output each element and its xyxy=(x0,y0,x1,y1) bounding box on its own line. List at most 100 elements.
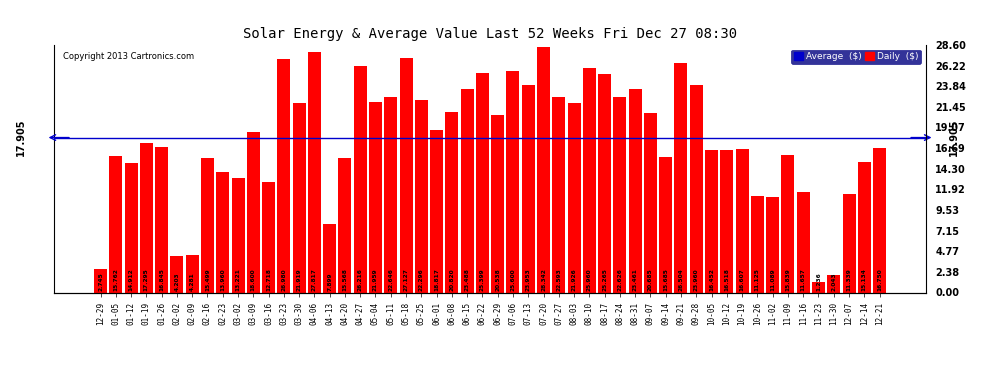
Text: 15.568: 15.568 xyxy=(343,268,347,291)
Text: 7.899: 7.899 xyxy=(327,273,333,291)
Text: 2.043: 2.043 xyxy=(832,273,837,291)
Bar xyxy=(446,112,458,292)
Text: 21.919: 21.919 xyxy=(297,269,302,291)
Text: 25.265: 25.265 xyxy=(602,268,607,291)
Bar xyxy=(644,114,657,292)
Bar xyxy=(537,47,550,292)
Text: 14.912: 14.912 xyxy=(129,269,134,291)
Bar xyxy=(232,178,245,292)
Bar xyxy=(721,150,734,292)
Bar xyxy=(598,74,611,292)
Text: 16.750: 16.750 xyxy=(877,269,882,291)
Title: Solar Energy & Average Value Last 52 Weeks Fri Dec 27 08:30: Solar Energy & Average Value Last 52 Wee… xyxy=(243,27,738,41)
Bar xyxy=(659,157,672,292)
Bar xyxy=(339,158,351,292)
Bar xyxy=(507,71,520,292)
Text: 1.236: 1.236 xyxy=(816,273,821,291)
Text: 20.685: 20.685 xyxy=(647,269,653,291)
Bar xyxy=(812,282,825,292)
Bar xyxy=(522,85,535,292)
Text: 11.125: 11.125 xyxy=(754,268,760,291)
Bar xyxy=(155,147,168,292)
Text: 25.399: 25.399 xyxy=(480,269,485,291)
Bar xyxy=(262,183,275,292)
Text: 22.646: 22.646 xyxy=(388,268,393,291)
Text: 11.089: 11.089 xyxy=(770,269,775,291)
Text: 22.626: 22.626 xyxy=(618,268,623,291)
Text: 20.820: 20.820 xyxy=(449,269,454,291)
Bar xyxy=(308,52,321,292)
Bar xyxy=(674,63,687,292)
Bar xyxy=(293,103,306,292)
Text: 11.339: 11.339 xyxy=(846,269,851,291)
Text: 2.745: 2.745 xyxy=(98,273,103,291)
Bar xyxy=(828,275,841,292)
Bar xyxy=(552,97,565,292)
Bar xyxy=(614,97,627,292)
Text: 26.980: 26.980 xyxy=(281,269,286,291)
Text: 25.600: 25.600 xyxy=(511,269,516,291)
Text: 17.905: 17.905 xyxy=(17,119,27,156)
Text: 13.960: 13.960 xyxy=(220,269,226,291)
Legend: Average  ($), Daily  ($): Average ($), Daily ($) xyxy=(791,50,921,64)
Text: 11.657: 11.657 xyxy=(801,268,806,291)
Bar xyxy=(750,196,764,292)
Text: 16.845: 16.845 xyxy=(159,268,164,291)
Text: 23.461: 23.461 xyxy=(633,268,638,291)
Bar xyxy=(629,90,642,292)
Bar xyxy=(857,162,871,292)
Bar xyxy=(781,155,794,292)
Bar xyxy=(583,68,596,292)
Bar xyxy=(766,196,779,292)
Text: 21.959: 21.959 xyxy=(373,269,378,291)
Bar xyxy=(369,102,382,292)
Bar xyxy=(430,130,444,292)
Text: 23.960: 23.960 xyxy=(694,269,699,291)
Bar xyxy=(353,66,366,292)
Bar xyxy=(247,132,259,292)
Text: 22.296: 22.296 xyxy=(419,269,424,291)
Bar xyxy=(186,255,199,292)
Bar xyxy=(170,256,183,292)
Text: 4.281: 4.281 xyxy=(190,273,195,291)
Text: 17.905: 17.905 xyxy=(948,119,958,156)
Bar xyxy=(216,172,230,292)
Text: 16.518: 16.518 xyxy=(725,268,730,291)
Text: 18.600: 18.600 xyxy=(250,269,255,291)
Bar xyxy=(690,85,703,292)
Bar xyxy=(842,194,855,292)
Text: 18.817: 18.817 xyxy=(434,268,440,291)
Bar xyxy=(491,115,504,292)
Bar xyxy=(705,150,718,292)
Bar xyxy=(476,73,489,292)
Text: 27.817: 27.817 xyxy=(312,268,317,291)
Text: Copyright 2013 Cartronics.com: Copyright 2013 Cartronics.com xyxy=(63,53,194,62)
Text: 21.926: 21.926 xyxy=(571,269,576,291)
Bar xyxy=(125,164,138,292)
Bar xyxy=(873,147,886,292)
Text: 16.452: 16.452 xyxy=(709,268,714,291)
Text: 12.718: 12.718 xyxy=(266,268,271,291)
Text: 25.960: 25.960 xyxy=(587,269,592,291)
Bar xyxy=(400,58,413,292)
Text: 17.295: 17.295 xyxy=(144,269,148,291)
Text: 28.342: 28.342 xyxy=(541,268,546,291)
Bar xyxy=(384,96,397,292)
Text: 15.499: 15.499 xyxy=(205,269,210,291)
Text: 23.488: 23.488 xyxy=(464,268,469,291)
Text: 16.607: 16.607 xyxy=(740,269,744,291)
Text: 4.203: 4.203 xyxy=(174,273,179,291)
Text: 20.538: 20.538 xyxy=(495,269,500,291)
Text: 15.762: 15.762 xyxy=(113,268,119,291)
Bar xyxy=(736,149,748,292)
Bar xyxy=(94,269,107,292)
Bar xyxy=(323,224,337,292)
Bar xyxy=(109,156,123,292)
Text: 15.839: 15.839 xyxy=(785,269,790,291)
Bar xyxy=(277,59,290,292)
Text: 26.216: 26.216 xyxy=(357,268,362,291)
Bar xyxy=(567,103,580,292)
Bar xyxy=(415,99,428,292)
Text: 26.504: 26.504 xyxy=(678,269,683,291)
Text: 15.685: 15.685 xyxy=(663,268,668,291)
